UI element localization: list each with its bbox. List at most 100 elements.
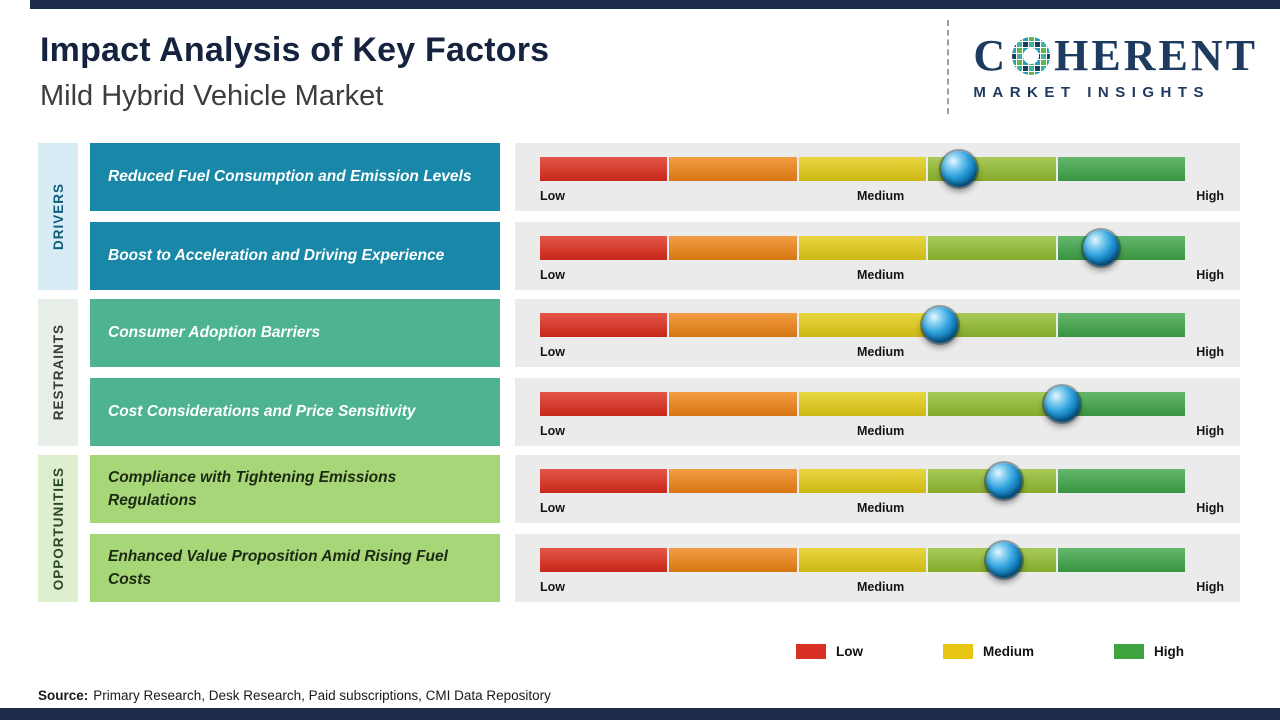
factor-label: Consumer Adoption Barriers: [108, 324, 321, 342]
impact-marker: [1083, 230, 1120, 266]
tick-high: High: [1196, 580, 1224, 594]
tick-medium: Medium: [856, 268, 905, 282]
legend-item-medium: Medium: [942, 644, 1034, 659]
scale-labels: Low Medium High: [540, 345, 1224, 359]
segment-low: [540, 157, 668, 181]
scale-labels: Low Medium High: [540, 424, 1224, 438]
factor-row: Enhanced Value Proposition Amid Rising F…: [90, 534, 1240, 602]
segment-medium: [798, 392, 927, 416]
factor-label: Reduced Fuel Consumption and Emission Le…: [108, 168, 472, 186]
segment-low-mid: [669, 313, 797, 337]
impact-track: [540, 151, 1186, 187]
factor-row: Boost to Acceleration and Driving Experi…: [90, 222, 1240, 290]
tick-medium: Medium: [856, 580, 905, 594]
tick-high: High: [1196, 424, 1224, 438]
logo-divider: [947, 20, 950, 114]
segment-high: [1057, 157, 1186, 181]
bottom-border: [0, 708, 1280, 720]
factor-box-restraint-2: Cost Considerations and Price Sensitivit…: [90, 378, 500, 446]
legend-label-medium: Medium: [982, 644, 1034, 659]
segment-low-mid: [669, 548, 797, 572]
impact-scale: Low Medium High: [515, 378, 1240, 446]
factor-box-opportunity-1: Compliance with Tightening Emissions Reg…: [90, 455, 500, 523]
impact-scale: Low Medium High: [515, 222, 1240, 290]
factor-box-opportunity-2: Enhanced Value Proposition Amid Rising F…: [90, 534, 500, 602]
impact-matrix: DRIVERS Reduced Fuel Consumption and Emi…: [38, 143, 1240, 611]
segment-medium: [798, 236, 927, 260]
group-rows: Compliance with Tightening Emissions Reg…: [90, 455, 1240, 602]
impact-marker: [986, 542, 1023, 578]
factor-row: Consumer Adoption Barriers Low: [90, 299, 1240, 367]
scale-labels: Low Medium High: [540, 580, 1224, 594]
impact-scale: Low Medium High: [515, 455, 1240, 523]
legend-item-low: Low: [795, 644, 863, 659]
logo-block: C: [973, 30, 1258, 101]
segment-medium: [798, 313, 927, 337]
factor-box-driver-2: Boost to Acceleration and Driving Experi…: [90, 222, 500, 290]
tick-medium: Medium: [856, 345, 905, 359]
tick-low: Low: [540, 501, 565, 515]
header: Impact Analysis of Key Factors Mild Hybr…: [40, 31, 550, 113]
factor-label: Cost Considerations and Price Sensitivit…: [108, 403, 416, 421]
segment-low: [540, 313, 668, 337]
group-band-restraints: RESTRAINTS: [38, 299, 78, 446]
impact-scale: Low Medium High: [515, 143, 1240, 211]
page-title: Impact Analysis of Key Factors: [40, 31, 550, 69]
tick-medium: Medium: [856, 424, 905, 438]
tick-high: High: [1196, 501, 1224, 515]
group-opportunities: OPPORTUNITIES Compliance with Tightening…: [38, 455, 1240, 602]
impact-marker: [921, 307, 958, 343]
segment-medium: [798, 157, 927, 181]
legend: Low Medium High: [795, 644, 1184, 659]
segment-medium: [798, 548, 927, 572]
logo-tagline: MARKET INSIGHTS: [973, 83, 1211, 101]
top-border: [30, 0, 1280, 9]
logo-text-end: HERENT: [1054, 30, 1258, 80]
impact-track: [540, 542, 1186, 578]
legend-label-high: High: [1154, 644, 1184, 659]
tick-medium: Medium: [856, 189, 905, 203]
page-subtitle: Mild Hybrid Vehicle Market: [40, 80, 384, 113]
segment-low: [540, 548, 668, 572]
factor-label: Boost to Acceleration and Driving Experi…: [108, 247, 445, 265]
factor-box-driver-1: Reduced Fuel Consumption and Emission Le…: [90, 143, 500, 211]
group-label-opportunities: OPPORTUNITIES: [50, 466, 66, 591]
tick-high: High: [1196, 345, 1224, 359]
segment-low-mid: [669, 157, 797, 181]
segment-high: [1057, 236, 1186, 260]
source-label: Source:: [38, 688, 89, 703]
segment-mid-high: [928, 392, 1056, 416]
segment-low: [540, 236, 668, 260]
logo-wordmark: C: [973, 30, 1258, 80]
scale-labels: Low Medium High: [540, 268, 1224, 282]
factor-row: Compliance with Tightening Emissions Reg…: [90, 455, 1240, 523]
scale-labels: Low Medium High: [540, 189, 1224, 203]
segment-low-mid: [669, 392, 797, 416]
segment-low: [540, 392, 668, 416]
legend-item-high: High: [1114, 644, 1184, 659]
tick-low: Low: [540, 580, 565, 594]
impact-track: [540, 463, 1186, 499]
factor-label: Compliance with Tightening Emissions Reg…: [108, 468, 397, 509]
group-rows: Consumer Adoption Barriers Low: [90, 299, 1240, 446]
segment-low-mid: [669, 469, 797, 493]
segment-high: [1057, 548, 1186, 572]
group-label-drivers: DRIVERS: [50, 182, 66, 250]
impact-marker: [941, 151, 978, 187]
segment-mid-high: [928, 236, 1056, 260]
impact-scale: Low Medium High: [515, 534, 1240, 602]
segment-medium: [798, 469, 927, 493]
source-text: Primary Research, Desk Research, Paid su…: [93, 688, 551, 703]
segment-high: [1057, 469, 1186, 493]
tick-low: Low: [540, 345, 565, 359]
factor-box-restraint-1: Consumer Adoption Barriers: [90, 299, 500, 367]
factor-row: Cost Considerations and Price Sensitivit…: [90, 378, 1240, 446]
impact-track: [540, 230, 1186, 266]
impact-scale: Low Medium High: [515, 299, 1240, 367]
segment-low-mid: [669, 236, 797, 260]
group-label-restraints: RESTRAINTS: [50, 324, 66, 421]
legend-swatch-medium: [942, 644, 973, 659]
group-restraints: RESTRAINTS Consumer Adoption Barriers: [38, 299, 1240, 446]
scale-labels: Low Medium High: [540, 501, 1224, 515]
